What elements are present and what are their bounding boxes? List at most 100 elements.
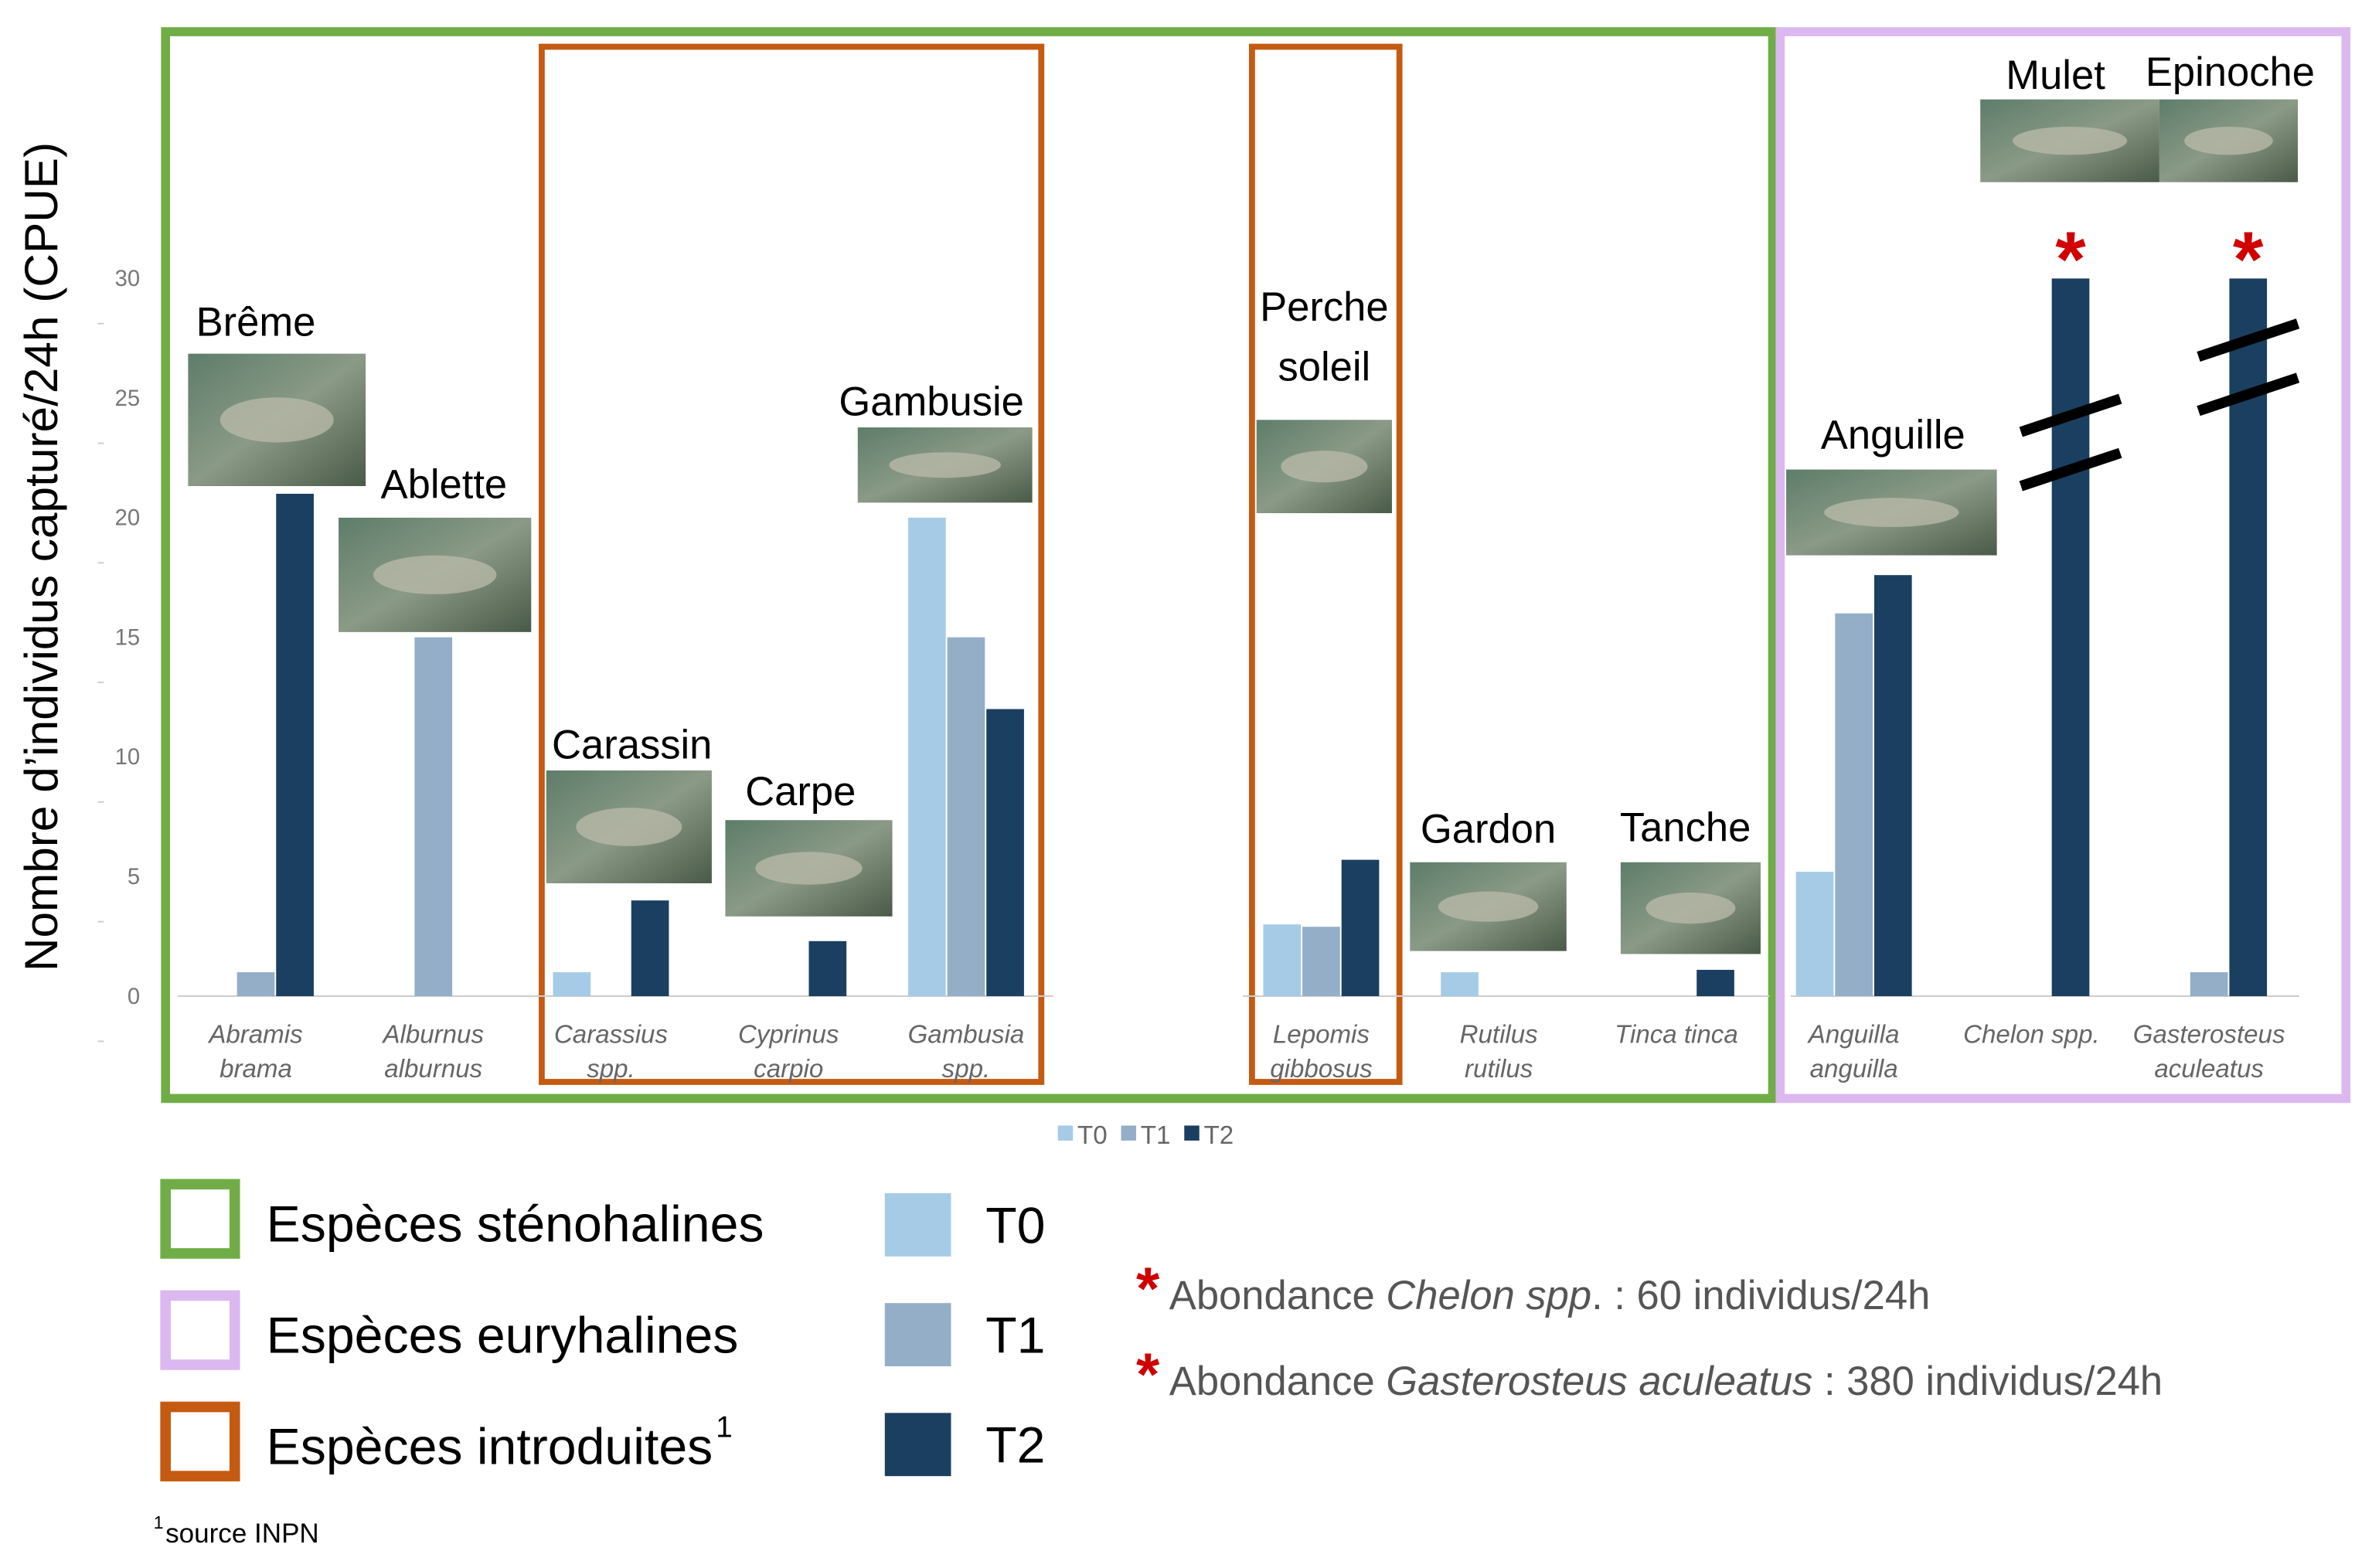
note-prefix: Abondance xyxy=(1169,1273,1386,1318)
series-legend-label: T0 xyxy=(985,1197,1045,1254)
group-legend-label: Espèces introduites xyxy=(267,1419,713,1476)
bar xyxy=(1342,860,1380,996)
y-axis-title: Nombre d’individus capturé/24h (CPUE) xyxy=(15,142,67,971)
x-tick-label: anguilla xyxy=(1810,1055,1898,1083)
species-label: Mulet xyxy=(2006,53,2105,98)
y-tick-label: 15 xyxy=(115,625,140,650)
legend-swatch xyxy=(1184,1125,1199,1140)
fish-photo-shape xyxy=(889,452,1001,478)
note-suffix: . : 60 individus/24h xyxy=(1591,1273,1930,1318)
page: Nombre d’individus capturé/24h (CPUE) 0 5… xyxy=(0,0,2355,1568)
x-tick-label: spp. xyxy=(942,1055,991,1083)
bar xyxy=(1263,924,1301,996)
footnote-text: source INPN xyxy=(165,1519,319,1549)
species-label: Tanche xyxy=(1620,804,1751,850)
group-legend-label: Espèces euryhalines xyxy=(267,1307,739,1364)
group-legend-swatch xyxy=(165,1184,235,1253)
y-tick-label: 5 xyxy=(128,865,140,889)
bar xyxy=(631,900,669,996)
fish-photo-shape xyxy=(1438,892,1539,922)
x-tick-label: Alburnus xyxy=(381,1020,484,1049)
species-label: Anguille xyxy=(1821,412,1965,457)
x-tick-label: Rutilus xyxy=(1460,1020,1538,1049)
series-legend-label: T1 xyxy=(985,1307,1045,1364)
legend-swatch xyxy=(1121,1125,1135,1140)
legend-label: T1 xyxy=(1141,1121,1171,1150)
fish-photo-shape xyxy=(1824,498,1959,527)
bar xyxy=(414,638,452,996)
group-legend-swatch xyxy=(165,1407,235,1477)
bar xyxy=(808,941,846,996)
species-label: Brême xyxy=(196,299,316,345)
fish-photo-shape xyxy=(220,397,334,442)
species-label: Carassin xyxy=(552,722,712,767)
species-label: Gambusie xyxy=(839,379,1024,424)
fish-photo-shape xyxy=(576,808,682,846)
note-species: Chelon spp xyxy=(1386,1273,1591,1318)
x-tick-label: Carassius xyxy=(554,1020,668,1049)
legend-label: T2 xyxy=(1204,1121,1234,1150)
series-legend-swatch xyxy=(885,1303,951,1366)
x-tick-label: brama xyxy=(220,1055,292,1083)
y-tick-label: 10 xyxy=(115,745,140,770)
x-tick-label: Abramis xyxy=(207,1020,302,1049)
fish-photo-shape xyxy=(373,556,496,594)
chart: Nombre d’individus capturé/24h (CPUE) 0 5… xyxy=(0,0,2355,1568)
species-label: Epinoche xyxy=(2146,49,2315,95)
y-tick-label: 0 xyxy=(128,985,140,1009)
legend-label: T0 xyxy=(1077,1121,1108,1150)
x-tick-label: gibbosus xyxy=(1270,1055,1372,1083)
superscript: 1 xyxy=(716,1410,733,1444)
bar xyxy=(908,518,946,996)
note-asterisk: * xyxy=(1136,1341,1160,1408)
bar xyxy=(1696,970,1734,996)
fish-photo-shape xyxy=(755,852,862,884)
x-tick-label: rutilus xyxy=(1465,1055,1533,1083)
bar xyxy=(237,972,275,996)
bar xyxy=(1441,972,1479,996)
note-asterisk: * xyxy=(1136,1255,1160,1322)
bar xyxy=(553,972,591,996)
species-label: Carpe xyxy=(745,769,856,815)
note-text: Abondance Gasterosteus aculeatus : 380 i… xyxy=(1169,1359,2163,1404)
bar xyxy=(1796,872,1834,996)
legend-swatch xyxy=(1058,1125,1073,1140)
x-tick-label: Gambusia xyxy=(908,1020,1025,1049)
asterisk: * xyxy=(2233,216,2264,303)
y-tick-label: 25 xyxy=(115,386,140,411)
x-tick-label: Gasterosteus xyxy=(2133,1020,2285,1049)
y-tick-label: 30 xyxy=(115,267,140,291)
bar xyxy=(986,709,1024,996)
fish-photo-shape xyxy=(1281,451,1367,482)
note-text: Abondance Chelon spp. : 60 individus/24h xyxy=(1169,1273,1931,1318)
fish-photo-shape xyxy=(1645,893,1735,923)
x-tick-label: alburnus xyxy=(384,1055,482,1083)
x-tick-label: Chelon spp. xyxy=(1963,1020,2100,1049)
group-legend-swatch xyxy=(165,1295,235,1365)
series-legend-swatch xyxy=(885,1413,951,1476)
bar xyxy=(1835,614,1873,996)
x-tick-label: Cyprinus xyxy=(738,1020,839,1049)
x-tick-label: aculeatus xyxy=(2154,1055,2264,1083)
bar xyxy=(2190,972,2228,996)
bar xyxy=(948,638,985,996)
series-legend-swatch xyxy=(885,1193,951,1257)
x-tick-label: carpio xyxy=(754,1055,823,1083)
x-tick-label: Lepomis xyxy=(1273,1020,1370,1049)
bar xyxy=(1302,927,1340,996)
y-tick-label: 20 xyxy=(115,506,140,531)
x-tick-label: Tinca tinca xyxy=(1615,1020,1738,1049)
note-species: Gasterosteus aculeatus xyxy=(1386,1359,1812,1404)
asterisk: * xyxy=(2055,216,2086,303)
series-legend-label: T2 xyxy=(985,1417,1045,1474)
note-suffix: : 380 individus/24h xyxy=(1812,1359,2163,1404)
species-label: Ablette xyxy=(381,462,508,508)
note-prefix: Abondance xyxy=(1169,1359,1386,1404)
footnote-mark: 1 xyxy=(154,1512,164,1532)
fish-photo-shape xyxy=(2184,127,2273,155)
species-label: Gardon xyxy=(1421,806,1556,852)
group-legend-label: Espèces sténohalines xyxy=(267,1196,764,1253)
species-label: Perchesoleil xyxy=(1260,284,1389,390)
bar xyxy=(276,494,314,996)
x-tick-label: Anguilla xyxy=(1807,1020,1900,1049)
